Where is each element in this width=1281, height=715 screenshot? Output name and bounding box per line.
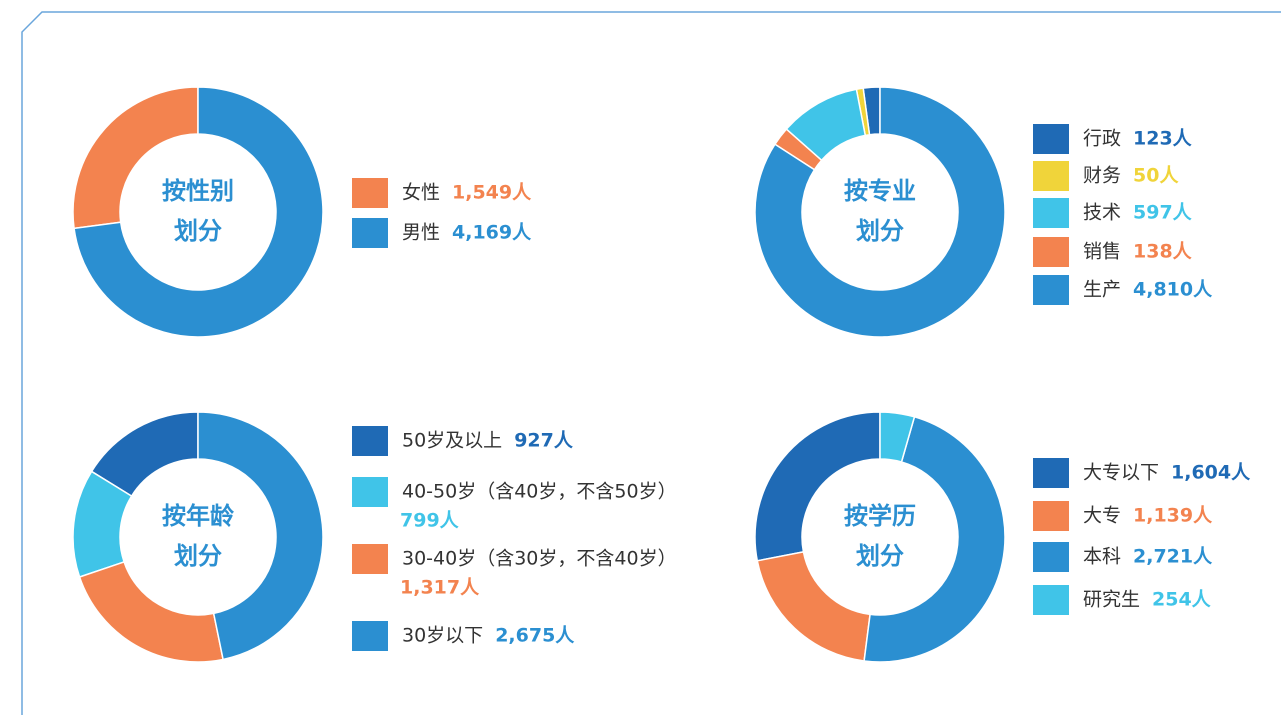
legend-name: 女性 (402, 182, 440, 204)
center-title: 划分 (174, 217, 222, 245)
center-title: 按学历 (844, 502, 916, 530)
legend-name: 大专 (1083, 505, 1121, 527)
legend-swatch (1033, 585, 1069, 615)
legend-value: 2,721人 (1133, 546, 1213, 568)
legend-value: 123人 (1133, 128, 1193, 150)
donut-slice (863, 415, 1006, 663)
legend-swatch (1033, 161, 1069, 191)
legend-swatch (1033, 198, 1069, 228)
center-title: 按性别 (162, 177, 234, 205)
donut-slice (197, 411, 324, 661)
legend-swatch (1033, 501, 1069, 531)
legend-swatch (352, 426, 388, 456)
legend-name: 行政 (1083, 128, 1121, 150)
donut-slice (754, 411, 881, 562)
frame (21, 11, 1281, 715)
legend-swatch (352, 218, 388, 248)
center-title: 划分 (174, 542, 222, 570)
legend-name: 研究生 (1083, 589, 1140, 611)
legend-name: 财务 (1083, 165, 1121, 187)
legend-swatch (1033, 542, 1069, 572)
legend-swatch (352, 178, 388, 208)
legend-value: 50人 (1133, 165, 1179, 187)
donut-slice (756, 550, 871, 662)
legend-swatch (1033, 124, 1069, 154)
legend-value: 4,810人 (1133, 279, 1213, 301)
legend-name: 生产 (1083, 279, 1121, 301)
legend-name: 男性 (402, 222, 440, 244)
legend-swatch (1033, 275, 1069, 305)
donut-slice (73, 86, 324, 338)
legend-swatch (352, 477, 388, 507)
center-title: 划分 (856, 217, 904, 245)
legend-value: 138人 (1133, 241, 1193, 263)
legend-value: 1,139人 (1133, 505, 1213, 527)
legend-name: 本科 (1083, 546, 1121, 568)
legend-value: 4,169人 (452, 222, 532, 244)
legend-value: 254人 (1152, 589, 1212, 611)
donut-slice (754, 86, 1006, 338)
legend-name: 50岁及以上 (402, 430, 502, 452)
legend-swatch (352, 621, 388, 651)
legend-name: 大专以下 (1083, 462, 1159, 484)
legend-value: 1,317人 (400, 577, 480, 599)
donut-slice (72, 86, 199, 230)
legend-value: 2,675人 (495, 625, 575, 647)
donut-slice (78, 561, 224, 663)
center-title: 按年龄 (162, 502, 235, 530)
legend-value: 1,604人 (1171, 462, 1251, 484)
legend-swatch (1033, 458, 1069, 488)
center-title: 划分 (856, 542, 904, 570)
legend-name: 40-50岁（含40岁，不含50岁） (402, 481, 677, 503)
donut-slice (879, 411, 916, 463)
legend-value: 597人 (1133, 202, 1193, 224)
center-title: 按专业 (844, 177, 916, 205)
legend-value: 1,549人 (452, 182, 532, 204)
legend-name: 30-40岁（含30岁，不含40岁） (402, 548, 677, 570)
legend-name: 30岁以下 (402, 625, 483, 647)
legend-swatch (1033, 237, 1069, 267)
legend-value: 927人 (514, 430, 574, 452)
legend-name: 技术 (1083, 202, 1121, 224)
legend-name: 销售 (1083, 241, 1121, 263)
legend-value: 799人 (400, 510, 460, 532)
legend-swatch (352, 544, 388, 574)
